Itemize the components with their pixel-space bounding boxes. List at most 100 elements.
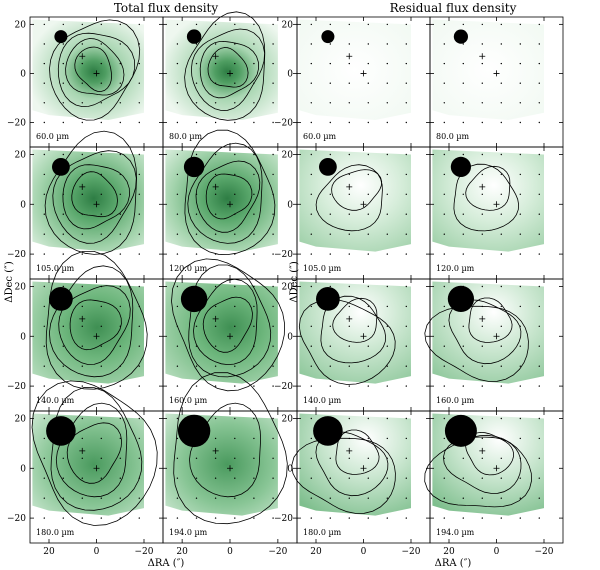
source-marker <box>493 465 500 472</box>
sample-point <box>214 285 217 288</box>
sample-point <box>176 345 179 347</box>
contour-line <box>62 164 130 230</box>
sample-point <box>195 457 198 459</box>
sample-point <box>367 23 369 26</box>
sample-point <box>348 213 350 215</box>
sample-point <box>272 121 274 124</box>
sample-point <box>62 497 64 499</box>
contour-line <box>184 11 266 121</box>
sample-point <box>329 285 331 288</box>
contour-line <box>184 129 276 256</box>
sample-point <box>119 497 122 499</box>
sample-point <box>519 173 521 176</box>
sample-point <box>443 213 445 215</box>
sample-point <box>81 173 84 176</box>
sample-point <box>329 345 331 347</box>
sample-point <box>405 173 407 176</box>
contour-line <box>331 169 383 211</box>
sample-point <box>405 82 407 84</box>
sample-point <box>519 497 521 499</box>
sample-point <box>234 437 236 440</box>
sample-point <box>81 233 84 235</box>
panel-residual-0: 60.0 µm −20 0 20 <box>274 16 431 148</box>
contour-line <box>171 258 286 392</box>
beam-size <box>52 158 70 176</box>
beam-size <box>316 287 340 311</box>
beam-size <box>313 416 343 446</box>
sample-point <box>310 385 312 387</box>
sample-point <box>214 213 217 215</box>
sample-point <box>138 62 140 65</box>
sample-point <box>119 62 122 65</box>
sample-point <box>519 233 521 235</box>
sample-point <box>386 62 388 65</box>
sample-point <box>195 477 198 479</box>
wavelength-label: 80.0 µm <box>436 132 470 141</box>
sample-point <box>310 305 312 308</box>
sample-point <box>310 345 312 347</box>
sample-point <box>348 385 350 387</box>
sample-point <box>367 285 369 288</box>
sample-point <box>119 325 122 327</box>
sample-point <box>253 437 255 440</box>
sample-point <box>253 325 255 327</box>
sample-point <box>253 23 255 26</box>
sample-point <box>195 121 198 124</box>
y-tick-label: 20 <box>15 20 27 30</box>
sample-point <box>348 437 350 440</box>
source-marker <box>493 201 500 208</box>
sample-point <box>462 233 464 235</box>
source-marker <box>227 333 233 340</box>
wavelength-label: 105.0 µm <box>303 264 342 273</box>
sample-point <box>234 345 236 347</box>
sample-point <box>176 305 179 308</box>
sample-point <box>443 62 445 65</box>
sample-point <box>253 417 255 420</box>
sample-point <box>386 153 388 156</box>
sample-point <box>119 517 122 519</box>
sample-point <box>405 345 407 347</box>
sample-point <box>43 305 45 308</box>
sample-point <box>253 385 255 387</box>
sample-point <box>519 153 521 156</box>
sample-point <box>405 305 407 308</box>
sample-point <box>62 193 64 195</box>
sample-point <box>81 497 84 499</box>
sample-point <box>386 23 388 26</box>
sample-point <box>329 62 331 65</box>
wavelength-label: 140.0 µm <box>303 396 342 405</box>
sample-point <box>500 213 502 215</box>
sample-point <box>234 213 236 215</box>
sample-point <box>310 285 312 288</box>
sample-point <box>234 385 236 387</box>
sample-point <box>138 305 140 308</box>
sample-point <box>138 477 140 479</box>
sample-point <box>462 477 464 479</box>
sample-point <box>176 325 179 327</box>
sample-point <box>214 121 217 124</box>
sample-point <box>119 213 122 215</box>
panel-residual-1: 80.0 µm <box>429 16 564 148</box>
sample-point <box>253 477 255 479</box>
x-tick-label: 20 <box>443 547 455 557</box>
sample-point <box>329 325 331 327</box>
sample-point <box>138 497 140 499</box>
x-tick-label: −20 <box>535 547 554 557</box>
flux-map <box>299 19 411 120</box>
sample-point <box>538 517 540 519</box>
sample-point <box>195 153 198 156</box>
sample-point <box>100 43 103 45</box>
sample-point <box>348 345 350 347</box>
sample-point <box>234 497 236 499</box>
wavelength-label: 194.0 µm <box>436 528 475 537</box>
source-marker <box>346 315 353 322</box>
beam-size <box>453 29 468 44</box>
sample-point <box>386 477 388 479</box>
sample-point <box>462 62 464 65</box>
sample-point <box>195 253 198 255</box>
sample-point <box>272 23 274 26</box>
sample-point <box>62 477 64 479</box>
sample-point <box>538 153 540 156</box>
sample-point <box>43 457 45 459</box>
sample-point <box>519 121 521 124</box>
